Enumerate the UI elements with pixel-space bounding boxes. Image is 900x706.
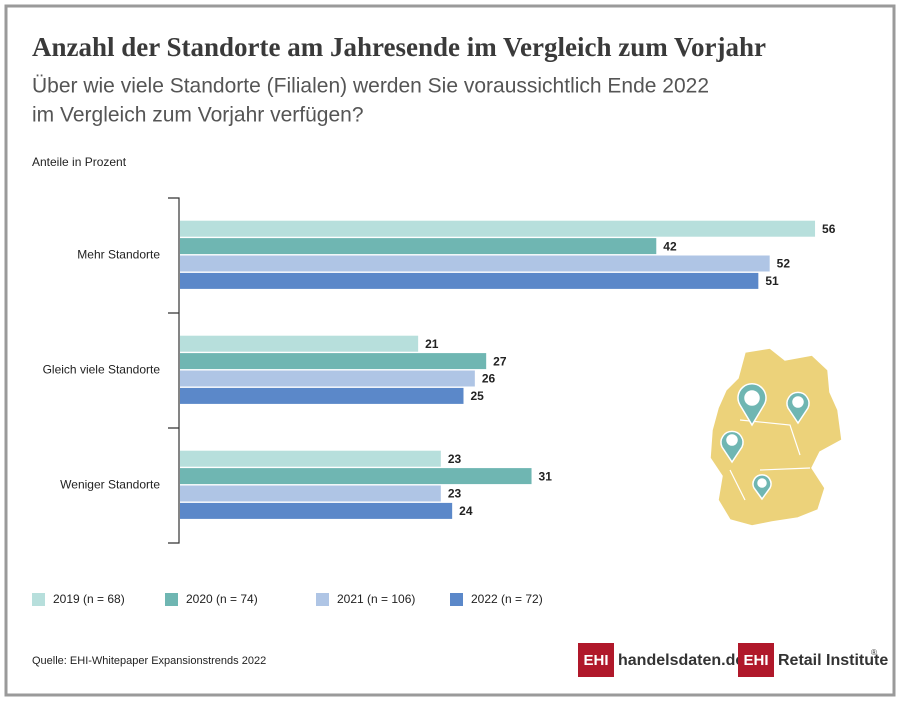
bar: [180, 450, 441, 467]
y-tick-label: Weniger Standorte: [60, 478, 160, 492]
category-axis: [168, 197, 180, 544]
legend-label: 2022 (n = 72): [471, 592, 543, 606]
y-tick-label: Mehr Standorte: [77, 248, 160, 262]
logo-mark: EHI: [743, 652, 768, 669]
logo-text: Retail Institute: [778, 652, 888, 669]
bar: [180, 485, 441, 502]
frame: [4, 4, 896, 697]
value-label: 23: [448, 487, 462, 501]
bar: [180, 255, 770, 272]
value-label: 26: [482, 372, 496, 386]
logo-sup: ®: [871, 648, 877, 657]
legend-label: 2021 (n = 106): [337, 592, 415, 606]
value-label: 24: [459, 504, 473, 518]
value-label: 31: [539, 469, 553, 483]
bar: [180, 238, 657, 255]
unit-label: Anteile in Prozent: [32, 155, 127, 169]
bar: [180, 353, 487, 370]
value-label: 56: [822, 222, 836, 236]
value-label: 51: [765, 274, 779, 288]
legend-label: 2020 (n = 74): [186, 592, 258, 606]
logo-box: [738, 643, 774, 677]
bar: [180, 272, 759, 289]
source: Quelle: EHI-Whitepaper Expansionstrends …: [32, 655, 266, 667]
value-label: 42: [663, 239, 677, 253]
legend-swatch: [450, 593, 463, 606]
value-label: 23: [448, 452, 462, 466]
value-label: 25: [471, 389, 485, 403]
map: [709, 347, 843, 527]
value-label: 21: [425, 337, 439, 351]
legend-label: 2019 (n = 68): [53, 592, 125, 606]
bar: [180, 335, 419, 352]
value-label: 27: [493, 354, 507, 368]
y-tick-label: Gleich viele Standorte: [43, 363, 161, 377]
legend-swatch: [316, 593, 329, 606]
chart-title: Anzahl der Standorte am Jahresende im Ve…: [32, 32, 766, 62]
logo-box: [578, 643, 614, 677]
logo-mark: EHI: [583, 652, 608, 669]
bar: [180, 468, 532, 485]
subtitle: im Vergleich zum Vorjahr verfügen?: [32, 104, 364, 127]
legend-swatch: [165, 593, 178, 606]
bar: [180, 370, 475, 387]
bar: [180, 387, 464, 404]
legend-swatch: [32, 593, 45, 606]
bar: [180, 220, 816, 237]
value-label: 52: [777, 257, 791, 271]
bar: [180, 502, 453, 519]
logo-text: handelsdaten.de: [618, 652, 744, 669]
subtitle: Über wie viele Standorte (Filialen) werd…: [32, 75, 709, 98]
